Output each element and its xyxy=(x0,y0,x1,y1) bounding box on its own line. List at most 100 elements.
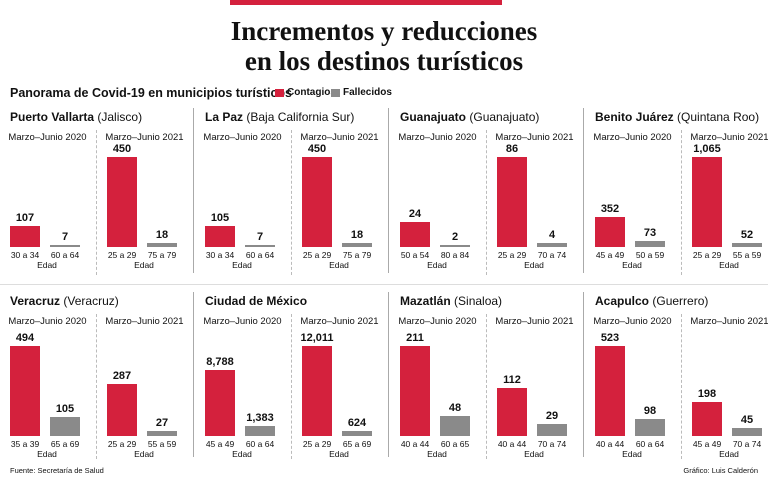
age-label: 50 a 54 xyxy=(400,250,430,260)
value-label: 29 xyxy=(545,409,559,422)
period-label: Marzo–Junio 2021 xyxy=(105,316,184,327)
period-divider xyxy=(681,130,682,275)
source-note: Fuente: Secretaría de Salud xyxy=(10,466,104,475)
age-label: 70 a 74 xyxy=(537,439,567,449)
bar-contagios xyxy=(595,217,625,247)
bar-fallecidos xyxy=(50,416,80,436)
period-label: Marzo–Junio 2020 xyxy=(203,316,282,327)
chart-panel: La Paz (Baja California Sur) Marzo–Junio … xyxy=(193,108,390,278)
city-name: Ciudad de México xyxy=(205,294,308,308)
axis-label: Edad xyxy=(719,260,739,270)
period-label: Marzo–Junio 2021 xyxy=(300,316,379,327)
value-label: 450 xyxy=(112,143,132,155)
bar-fallecidos xyxy=(147,431,177,436)
age-label: 80 a 84 xyxy=(440,250,470,260)
age-label: 65 a 69 xyxy=(50,439,80,449)
period-label: Marzo–Junio 2021 xyxy=(690,316,768,327)
age-label: 50 a 59 xyxy=(635,250,665,260)
period-label: Marzo–Junio 2021 xyxy=(495,316,574,327)
bar-contagios xyxy=(400,346,430,436)
age-label: 45 a 49 xyxy=(205,439,235,449)
value-label: 105 xyxy=(55,402,75,415)
period-divider xyxy=(291,314,292,459)
age-label: 60 a 64 xyxy=(245,439,275,449)
panel-title: Mazatlán (Sinaloa) xyxy=(400,294,502,308)
age-label: 25 a 29 xyxy=(107,439,137,449)
age-label: 60 a 64 xyxy=(635,439,665,449)
axis-label: Edad xyxy=(232,449,252,459)
bar-contagios xyxy=(497,157,527,247)
value-label: 287 xyxy=(112,369,132,382)
age-label: 25 a 29 xyxy=(302,250,332,260)
period-label: Marzo–Junio 2020 xyxy=(203,132,282,143)
subtitle: Panorama de Covid-19 en municipios turís… xyxy=(10,86,293,100)
value-label: 18 xyxy=(350,229,364,242)
age-label: 25 a 29 xyxy=(107,250,137,260)
age-label: 25 a 29 xyxy=(692,250,722,260)
axis-label: Edad xyxy=(37,449,57,459)
period-label: Marzo–Junio 2021 xyxy=(690,132,768,143)
value-label: 450 xyxy=(307,143,327,155)
value-label: 112 xyxy=(503,374,521,387)
panel-divider xyxy=(583,292,584,457)
axis-label: Edad xyxy=(37,260,57,270)
age-label: 35 a 39 xyxy=(10,439,40,449)
axis-label: Edad xyxy=(622,260,642,270)
bar-contagios xyxy=(107,157,137,247)
bar-contagios xyxy=(692,401,722,436)
legend-fallecidos: Fallecidos xyxy=(331,87,392,98)
bar-fallecidos xyxy=(147,243,177,247)
chart-panel: Veracruz (Veracruz) Marzo–Junio 2020 494 35… xyxy=(0,292,195,462)
value-label: 73 xyxy=(643,226,657,239)
city-name: Acapulco xyxy=(595,294,650,308)
age-label: 40 a 44 xyxy=(595,439,625,449)
chart-panel: Benito Juárez (Quintana Roo) Marzo–Junio … xyxy=(583,108,768,278)
bar-contagios xyxy=(302,157,332,247)
bar-contagios xyxy=(302,346,332,436)
bar-contagios xyxy=(400,221,430,247)
bar-fallecidos xyxy=(635,419,665,436)
period-divider xyxy=(681,314,682,459)
chart-panel: Puerto Vallarta (Jalisco) Marzo–Junio 202… xyxy=(0,108,195,278)
age-label: 25 a 29 xyxy=(497,250,527,260)
period-label: Marzo–Junio 2021 xyxy=(300,132,379,143)
axis-label: Edad xyxy=(134,449,154,459)
period-label: Marzo–Junio 2020 xyxy=(398,132,477,143)
axis-label: Edad xyxy=(427,260,447,270)
bar-contagios xyxy=(107,383,137,436)
bar-contagios xyxy=(692,157,722,247)
value-label: 2 xyxy=(451,230,459,243)
axis-label: Edad xyxy=(427,449,447,459)
value-label: 107 xyxy=(15,211,35,224)
value-label: 45 xyxy=(740,414,754,427)
value-label: 86 xyxy=(505,143,519,155)
panel-divider xyxy=(193,108,194,273)
period-label: Marzo–Junio 2020 xyxy=(398,316,477,327)
bar-fallecidos xyxy=(440,244,470,247)
bar-fallecidos xyxy=(732,428,762,436)
chart-panel: Acapulco (Guerrero) Marzo–Junio 2020 523 40… xyxy=(583,292,768,462)
accent-bar xyxy=(230,0,502,5)
panel-title: La Paz (Baja California Sur) xyxy=(205,110,354,124)
panel-title: Veracruz (Veracruz) xyxy=(10,294,119,308)
period-label: Marzo–Junio 2021 xyxy=(105,132,184,143)
axis-label: Edad xyxy=(622,449,642,459)
bar-contagios xyxy=(595,346,625,436)
state-name: (Veracruz) xyxy=(63,294,119,308)
age-label: 55 a 59 xyxy=(732,250,762,260)
axis-label: Edad xyxy=(329,449,349,459)
axis-label: Edad xyxy=(524,449,544,459)
period-label: Marzo–Junio 2020 xyxy=(593,132,672,143)
bar-fallecidos xyxy=(245,425,275,436)
age-label: 45 a 49 xyxy=(595,250,625,260)
period-label: Marzo–Junio 2020 xyxy=(8,132,87,143)
age-label: 70 a 74 xyxy=(537,250,567,260)
bar-fallecidos xyxy=(50,245,80,247)
panel-divider xyxy=(388,292,389,457)
age-label: 75 a 79 xyxy=(342,250,372,260)
value-label: 18 xyxy=(155,229,169,242)
bar-fallecidos xyxy=(635,240,665,247)
age-label: 65 a 69 xyxy=(342,439,372,449)
period-divider xyxy=(96,130,97,275)
bar-fallecidos xyxy=(342,243,372,247)
